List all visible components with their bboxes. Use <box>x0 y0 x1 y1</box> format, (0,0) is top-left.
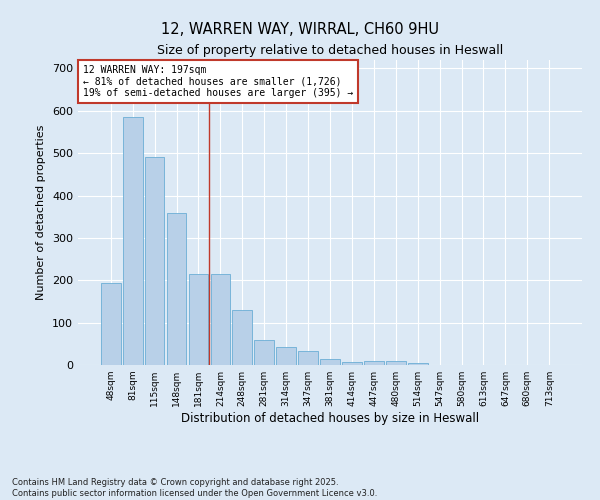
Bar <box>254 340 274 365</box>
Title: Size of property relative to detached houses in Heswall: Size of property relative to detached ho… <box>157 44 503 58</box>
Bar <box>298 351 318 365</box>
Bar <box>167 214 187 365</box>
Bar <box>320 358 340 365</box>
Text: Contains HM Land Registry data © Crown copyright and database right 2025.
Contai: Contains HM Land Registry data © Crown c… <box>12 478 377 498</box>
X-axis label: Distribution of detached houses by size in Heswall: Distribution of detached houses by size … <box>181 412 479 425</box>
Bar <box>188 274 208 365</box>
Bar <box>342 362 362 365</box>
Bar <box>408 363 428 365</box>
Text: 12, WARREN WAY, WIRRAL, CH60 9HU: 12, WARREN WAY, WIRRAL, CH60 9HU <box>161 22 439 38</box>
Bar <box>145 158 164 365</box>
Bar <box>101 283 121 365</box>
Bar <box>232 310 252 365</box>
Text: 12 WARREN WAY: 197sqm
← 81% of detached houses are smaller (1,726)
19% of semi-d: 12 WARREN WAY: 197sqm ← 81% of detached … <box>83 64 353 98</box>
Bar <box>386 361 406 365</box>
Bar <box>364 361 384 365</box>
Bar <box>123 117 143 365</box>
Y-axis label: Number of detached properties: Number of detached properties <box>37 125 46 300</box>
Bar <box>211 274 230 365</box>
Bar <box>276 347 296 365</box>
